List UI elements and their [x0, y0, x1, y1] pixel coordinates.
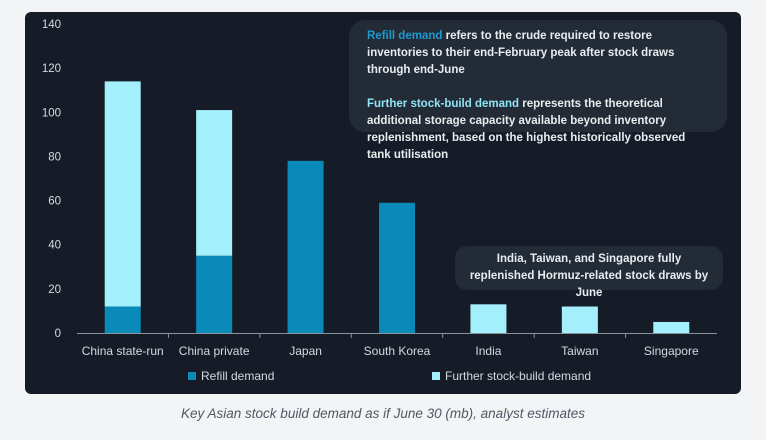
further-definition: Further stock-build demand represents th… — [367, 96, 709, 164]
chart-caption: Key Asian stock build demand as if June … — [181, 406, 585, 421]
legend-label-further: Further stock-build demand — [445, 369, 592, 383]
y-tick-label: 100 — [42, 107, 61, 119]
legend-item-refill: Refill demand — [188, 369, 274, 383]
y-tick-label: 20 — [48, 284, 61, 296]
x-tick-label: South Korea — [364, 344, 431, 358]
x-tick-label: China private — [179, 344, 250, 358]
definitions-note: Refill demand refers to the crude requir… — [349, 20, 727, 161]
replenished-note: India, Taiwan, and Singapore fully reple… — [455, 246, 723, 299]
legend-item-further: Further stock-build demand — [432, 369, 591, 383]
refill-definition: Refill demand refers to the crude requir… — [367, 28, 709, 79]
x-tick-label: Taiwan — [561, 344, 598, 358]
bar-further-china-private — [196, 110, 233, 256]
bar-further-singapore — [653, 321, 690, 333]
further-term: Further stock-build demand — [367, 98, 520, 110]
y-tick-label: 120 — [42, 63, 61, 75]
legend-label-refill: Refill demand — [201, 369, 275, 383]
y-tick-label: 60 — [48, 196, 61, 208]
y-tick-label: 80 — [48, 151, 61, 163]
x-tick-label: China state-run — [82, 344, 164, 358]
y-axis: 0 20 40 60 80 100 120 140 — [42, 19, 61, 340]
x-tick-label: India — [475, 344, 501, 358]
chart-panel: 0 20 40 60 80 100 120 140 China state-run China … — [25, 12, 741, 394]
bar-refill-china-private — [196, 255, 233, 333]
y-tick-label: 40 — [48, 240, 61, 252]
bar-further-india — [470, 304, 507, 333]
bar-further-china-state-run — [104, 81, 141, 307]
x-tick-label: Japan — [289, 344, 322, 358]
bar-refill-china-state-run — [104, 306, 141, 333]
bar-further-taiwan — [561, 306, 598, 333]
y-tick-label: 140 — [42, 19, 61, 31]
bars — [104, 81, 690, 333]
refill-text: refers to the crude required to restore … — [367, 30, 675, 76]
bar-refill-japan — [287, 160, 324, 333]
x-tick-label: Singapore — [644, 344, 699, 358]
y-tick-label: 0 — [55, 328, 61, 340]
x-axis: China state-run China private Japan South K… — [82, 333, 699, 358]
further-text: represents the theoretical additional st… — [367, 98, 686, 161]
legend-swatch-further — [432, 372, 440, 380]
refill-term: Refill demand — [367, 30, 443, 42]
bar-refill-south-korea — [379, 202, 415, 333]
legend-swatch-refill — [188, 372, 196, 380]
